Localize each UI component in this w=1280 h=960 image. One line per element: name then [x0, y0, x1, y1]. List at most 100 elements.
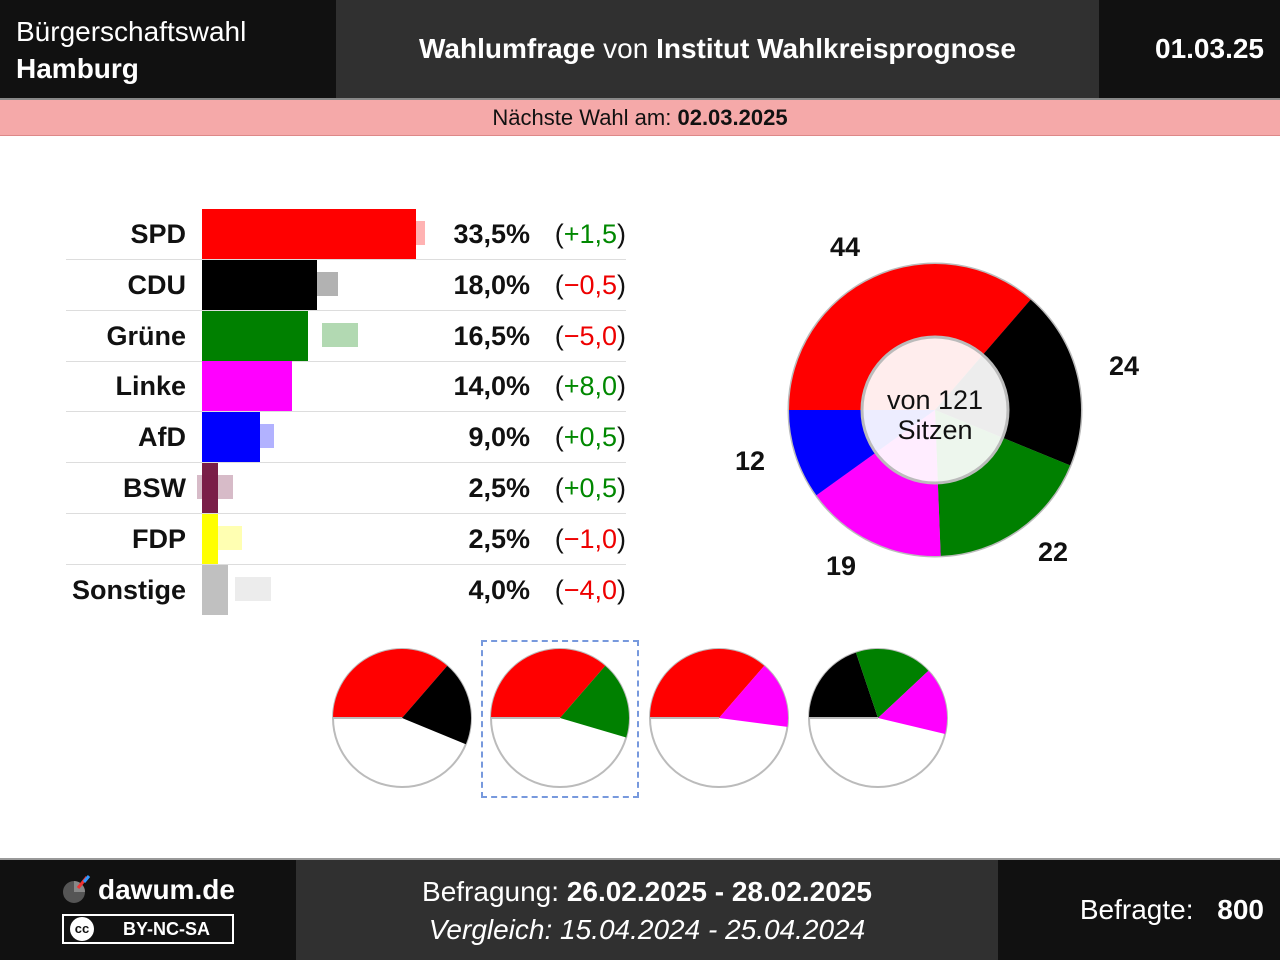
poll-title: Wahlumfrage von Institut Wahlkreisprogno…: [336, 0, 1099, 98]
compare-line: Vergleich: 15.04.2024 - 25.04.2024: [296, 914, 998, 946]
paren-open: (: [554, 320, 564, 351]
paren-close: ): [617, 269, 626, 300]
coalition-slice: [650, 649, 765, 718]
party-percent: 16,5%: [453, 320, 530, 351]
party-name: Sonstige: [71, 574, 186, 605]
party-row-0: SPD 33,5% (+1,5): [66, 209, 626, 260]
coalition-pie: [490, 648, 630, 788]
paren-open: (: [554, 269, 564, 300]
party-name: Grüne: [106, 320, 186, 351]
party-row-3: Linke 14,0% (+8,0): [66, 361, 626, 413]
party-percent: 2,5%: [468, 523, 530, 554]
previous-value-marker: [321, 322, 358, 347]
party-bar: [202, 513, 218, 564]
party-change: (+0,5): [548, 463, 626, 513]
survey-dates: 26.02.2025 - 28.02.2025: [566, 876, 872, 907]
party-change: (−5,0): [548, 311, 626, 361]
party-row-6: FDP 2,5% (−1,0): [66, 513, 626, 565]
party-row-2: Grüne 16,5% (−5,0): [66, 310, 626, 362]
next-election-label: Nächste Wahl am:: [492, 105, 672, 130]
previous-value-marker: [238, 424, 275, 449]
header: Bürgerschaftswahl Hamburg Wahlumfrage vo…: [0, 0, 1280, 98]
party-row-5: BSW 2,5% (+0,5): [66, 463, 626, 514]
coalition-option-1[interactable]: [481, 640, 639, 798]
election-region: Hamburg: [16, 53, 139, 84]
party-bar: [202, 412, 260, 463]
paren-open: (: [554, 422, 564, 453]
paren-open: (: [554, 371, 564, 402]
coalition-option-0[interactable]: [323, 640, 481, 798]
party-change: (+0,5): [548, 412, 626, 462]
party-percent: 9,0%: [468, 422, 530, 453]
previous-value-marker: [196, 475, 233, 499]
respondents-line: Befragte: 800: [1080, 894, 1280, 925]
coalition-option-2[interactable]: [640, 640, 798, 798]
coalition-slice: [402, 665, 471, 745]
site-name[interactable]: dawum.de: [98, 874, 235, 905]
party-percent: 2,5%: [468, 473, 530, 503]
party-bar: [202, 209, 417, 259]
paren-close: ): [617, 219, 626, 249]
title-von: von: [603, 33, 649, 64]
previous-value-marker: [235, 576, 272, 601]
party-name: CDU: [127, 269, 187, 300]
coalition-option-3[interactable]: [799, 640, 957, 798]
paren-open: (: [554, 473, 564, 503]
poll-date-text: 01.03.25: [1155, 33, 1264, 64]
coalition-pie: [332, 648, 472, 788]
respondents-count: 800: [1217, 894, 1264, 925]
party-row-7: Sonstige 4,0% (−4,0): [66, 564, 626, 615]
change-value: +0,5: [563, 473, 617, 503]
respondents-label: Befragte:: [1079, 894, 1194, 925]
title-prefix: Wahlumfrage: [419, 33, 596, 64]
donut-center-text: von 121 Sitzen: [860, 385, 1010, 445]
license-text: BY-NC-SA: [122, 919, 210, 939]
paren-open: (: [554, 574, 564, 605]
poll-date: 01.03.25: [1099, 0, 1280, 98]
cc-icon: cc: [70, 917, 94, 941]
party-bar: [202, 361, 292, 412]
coalition-slice: [878, 670, 947, 734]
survey-label: Befragung:: [422, 876, 560, 907]
party-change: (−4,0): [548, 565, 626, 615]
coalition-slice: [560, 665, 629, 738]
party-percent: 4,0%: [468, 574, 530, 605]
party-change: (−1,0): [548, 514, 626, 564]
respondents: Befragte: 800: [998, 860, 1280, 960]
seat-count-label: 12: [734, 446, 766, 476]
seat-count-label: 19: [825, 551, 857, 581]
institute-name: Institut Wahlkreisprognose: [656, 33, 1016, 64]
next-election-bar: Nächste Wahl am: 02.03.2025: [0, 98, 1280, 136]
center-line1: von 121: [886, 385, 984, 415]
previous-value-marker: [388, 221, 425, 245]
compare-dates: 15.04.2024 - 25.04.2024: [560, 914, 866, 945]
coalition-pie: [808, 648, 948, 788]
party-bar: [202, 259, 318, 310]
donut-hole: [860, 335, 1010, 485]
election-name: Bürgerschaftswahl Hamburg: [0, 0, 336, 98]
coalition-pie: [649, 648, 789, 788]
change-value: +0,5: [563, 422, 617, 453]
election-type: Bürgerschaftswahl: [16, 16, 247, 47]
center-line2: Sitzen: [897, 415, 973, 445]
seat-slice-0: [789, 264, 1031, 410]
license-badge[interactable]: cc BY-NC-SA: [62, 914, 234, 944]
change-value: −1,0: [563, 523, 617, 554]
paren-close: ): [617, 320, 626, 351]
previous-value-marker: [222, 373, 259, 398]
survey-period: Befragung: 26.02.2025 - 28.02.2025 Vergl…: [296, 860, 998, 960]
party-change: (−0,5): [548, 260, 626, 310]
party-row-4: AfD 9,0% (+0,5): [66, 412, 626, 464]
paren-close: ): [617, 422, 626, 453]
previous-value-marker: [206, 525, 243, 550]
party-percent: 14,0%: [453, 371, 530, 402]
party-bar: [202, 564, 228, 615]
party-name: SPD: [130, 219, 186, 249]
paren-close: ): [617, 473, 626, 503]
coalition-slice: [333, 649, 448, 718]
coalition-slice: [491, 649, 606, 718]
change-value: −0,5: [563, 269, 617, 300]
party-bar: [202, 463, 218, 513]
paren-close: ): [617, 371, 626, 402]
compare-label: Vergleich:: [428, 914, 553, 945]
